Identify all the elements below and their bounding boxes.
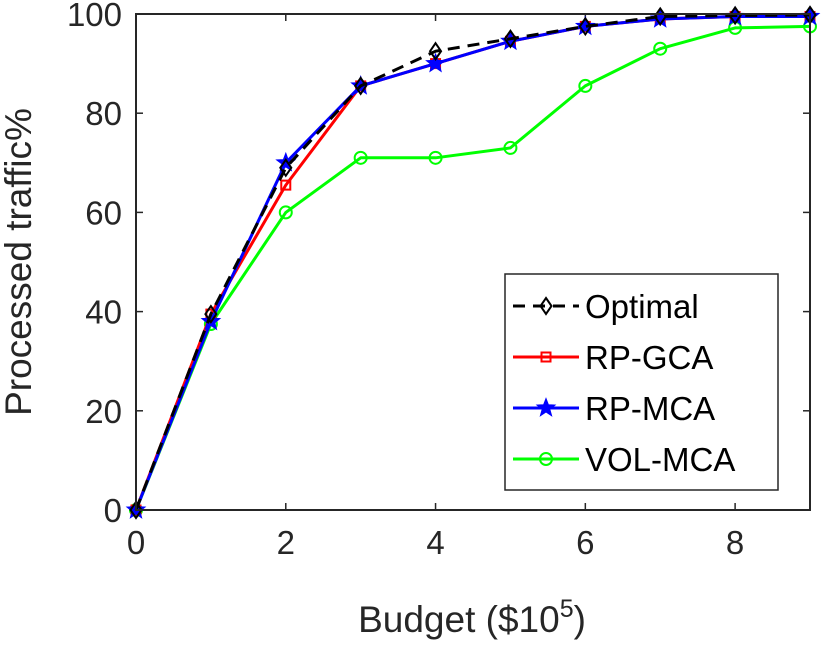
legend-label-rp-gca: RP-GCA xyxy=(585,339,713,376)
x-tick-label: 8 xyxy=(726,524,744,561)
data-point-rp-mca xyxy=(574,15,596,36)
legend-label-vol-mca: VOL-MCA xyxy=(585,441,735,478)
x-axis-label-tail: ) xyxy=(574,599,586,640)
data-point-rp-gca xyxy=(280,179,292,191)
x-axis-label: Budget ($105) xyxy=(358,595,586,640)
legend-marker-rp-mca xyxy=(535,397,557,417)
series-line-optimal xyxy=(134,13,811,511)
y-tick-label: 20 xyxy=(85,393,122,430)
data-point-vol-mca xyxy=(278,205,293,220)
y-tick-label: 60 xyxy=(85,194,122,231)
y-tick-label: 0 xyxy=(104,492,122,529)
legend-marker-rp-gca xyxy=(540,351,552,363)
data-point-vol-mca xyxy=(428,150,443,165)
x-tick-label: 4 xyxy=(426,524,444,561)
legend-marker-vol-mca xyxy=(539,452,553,466)
data-point-vol-mca xyxy=(503,140,518,155)
y-axis-label: Processed traffic% xyxy=(0,108,39,416)
x-axis-label-main: Budget ($10 xyxy=(358,599,560,640)
x-tick-label: 2 xyxy=(277,524,295,561)
series-line-vol-mca xyxy=(134,24,811,511)
legend: Optimal RP-GCA RP-MCA VOL-MCA xyxy=(504,273,779,491)
data-point-vol-mca xyxy=(653,41,668,56)
legend-marker-optimal xyxy=(539,296,553,316)
data-point-optimal xyxy=(728,5,742,26)
data-point-optimal xyxy=(279,157,293,178)
legend-label-optimal: Optimal xyxy=(585,288,699,325)
data-point-optimal xyxy=(353,76,368,96)
y-tick-label: 40 xyxy=(85,294,122,331)
data-point-rp-mca xyxy=(425,52,446,73)
data-point-vol-mca xyxy=(353,150,368,165)
data-point-vol-mca xyxy=(578,78,593,93)
x-axis-label-superscript: 5 xyxy=(560,595,574,623)
y-tick-label: 100 xyxy=(67,0,122,33)
x-tick-label: 6 xyxy=(576,524,594,561)
data-point-optimal xyxy=(503,29,518,49)
data-point-optimal xyxy=(428,41,443,61)
legend-label-rp-mca: RP-MCA xyxy=(585,390,715,427)
x-tick-label: 0 xyxy=(127,524,145,561)
y-tick-label: 80 xyxy=(85,95,122,132)
data-point-optimal xyxy=(578,16,593,37)
data-point-optimal xyxy=(129,500,143,520)
plot-frame xyxy=(135,13,811,511)
data-point-optimal xyxy=(204,304,218,324)
